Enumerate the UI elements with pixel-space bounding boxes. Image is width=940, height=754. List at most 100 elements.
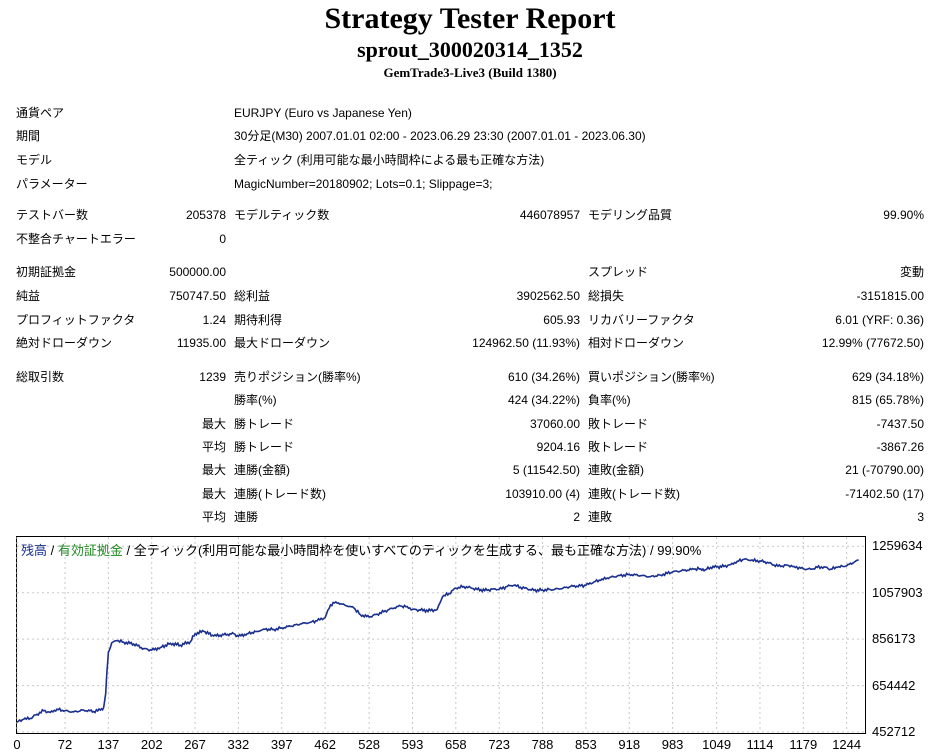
avg-loss-label: 敗トレード xyxy=(588,440,649,454)
expected-label: 期待利得 xyxy=(234,313,283,327)
x-tick-label: 462 xyxy=(314,737,336,752)
pf-value: 1.24 xyxy=(202,313,226,327)
max-cl-label: 連敗(金額) xyxy=(588,463,644,477)
legend-sep-2: / xyxy=(122,543,134,558)
max-closs-value: -71402.50 (17) xyxy=(845,487,924,501)
loss-value: 815 (65.78%) xyxy=(851,393,924,407)
ticks-label: モデルティック数 xyxy=(234,208,330,222)
net-value: 750747.50 xyxy=(169,289,226,303)
recovery-value: 6.01 (YRF: 0.36) xyxy=(835,313,924,327)
gross-profit-label: 総利益 xyxy=(234,289,271,303)
balance-line xyxy=(16,557,859,723)
expected-value: 605.93 xyxy=(543,313,580,327)
x-tick-label: 72 xyxy=(57,737,73,752)
pf-label: プロフィットファクタ xyxy=(16,313,136,327)
gross-profit-value: 3902562.50 xyxy=(516,289,580,303)
avg-cw-value: 2 xyxy=(573,510,580,524)
y-tick-label: 654442 xyxy=(872,677,916,693)
max-dd-label: 最大ドローダウン xyxy=(234,336,331,350)
x-tick-label: 1049 xyxy=(702,737,732,752)
gross-loss-value: -3151815.00 xyxy=(856,289,924,303)
avg-cl-value: 3 xyxy=(917,510,924,524)
params-label: パラメーター xyxy=(16,177,88,191)
short-label: 売りポジション(勝率%) xyxy=(234,370,361,384)
x-tick-label: 983 xyxy=(661,737,684,752)
y-tick-label: 1259634 xyxy=(872,538,923,554)
long-value: 629 (34.18%) xyxy=(851,370,924,384)
y-tick-label: 1057903 xyxy=(872,584,923,600)
chart-legend: 残高 / 有効証拠金 / 全ティック(利用可能な最小時間枠を使いすべてのティック… xyxy=(21,540,701,559)
max-cw-value: 5 (11542.50) xyxy=(512,463,580,477)
quality-label: モデリング品質 xyxy=(588,208,673,222)
rel-dd-label: 相対ドローダウン xyxy=(588,336,685,350)
rel-dd-value: 12.99% (77672.50) xyxy=(821,336,924,350)
legend-balance: 残高 xyxy=(21,543,48,558)
gross-loss-label: 総損失 xyxy=(588,289,625,303)
balance-chart-frame xyxy=(16,536,866,734)
loss-label: 負率(%) xyxy=(588,393,631,407)
avg-prefix-2: 平均 xyxy=(201,510,226,524)
x-tick-label: 332 xyxy=(227,737,250,752)
long-label: 買いポジション(勝率%) xyxy=(588,370,715,384)
spread-label: スプレッド xyxy=(588,265,649,279)
pair-value: EURJPY (Euro vs Japanese Yen) xyxy=(234,106,412,120)
x-tick-label: 1114 xyxy=(746,737,774,752)
x-tick-label: 0 xyxy=(13,737,21,752)
total-trades-value: 1239 xyxy=(199,370,226,384)
mismatch-label: 不整合チャートエラー xyxy=(16,232,136,246)
avg-win-value: 9204.16 xyxy=(536,440,580,454)
y-tick-label: 856173 xyxy=(872,631,916,647)
deposit-value: 500000.00 xyxy=(169,265,226,279)
max-prefix-1: 最大 xyxy=(201,417,226,431)
avg-cw-label: 連勝 xyxy=(234,510,259,524)
avg-prefix-1: 平均 xyxy=(201,440,226,454)
x-tick-label: 723 xyxy=(488,737,511,752)
x-tick-label: 658 xyxy=(444,737,467,752)
pair-label: 通貨ペア xyxy=(16,106,65,120)
largest-win-label: 勝トレード xyxy=(234,417,295,431)
largest-loss-label: 敗トレード xyxy=(588,417,649,431)
ticks-value: 446078957 xyxy=(519,208,580,222)
max-dd-value: 124962.50 (11.93%) xyxy=(472,336,580,350)
x-tick-label: 528 xyxy=(358,737,380,752)
largest-loss-value: -7437.50 xyxy=(876,417,924,431)
legend-sep-1: / xyxy=(47,543,58,558)
max-cl-value: 21 (-70790.00) xyxy=(845,463,924,477)
max-cp-label: 連勝(トレード数) xyxy=(234,487,326,501)
max-prefix-2: 最大 xyxy=(201,463,226,477)
bars-label: テストバー数 xyxy=(16,208,89,222)
x-tick-label: 593 xyxy=(401,737,424,752)
x-tick-label: 267 xyxy=(184,737,206,752)
x-tick-label: 137 xyxy=(97,737,120,752)
largest-win-value: 37060.00 xyxy=(529,417,580,431)
x-tick-label: 397 xyxy=(270,737,293,752)
net-label: 純益 xyxy=(16,289,41,303)
mismatch-value: 0 xyxy=(219,232,226,246)
x-tick-label: 202 xyxy=(140,737,163,752)
recovery-label: リカバリーファクタ xyxy=(588,313,695,327)
max-cp-value: 103910.00 (4) xyxy=(505,487,580,501)
abs-dd-value: 11935.00 xyxy=(176,336,226,350)
max-cw-label: 連勝(金額) xyxy=(234,463,290,477)
total-trades-label: 総取引数 xyxy=(16,370,65,384)
report-title: Strategy Tester Report xyxy=(324,2,616,35)
report-server: GemTrade3-Live3 (Build 1380) xyxy=(383,65,557,80)
avg-cl-label: 連敗 xyxy=(588,510,613,524)
avg-win-label: 勝トレード xyxy=(234,440,295,454)
deposit-label: 初期証拠金 xyxy=(16,265,77,279)
model-label: モデル xyxy=(16,153,53,167)
spread-value: 変動 xyxy=(899,265,924,279)
abs-dd-label: 絶対ドローダウン xyxy=(16,336,113,350)
x-tick-label: 1244 xyxy=(832,737,862,752)
max-closs-label: 連敗(トレード数) xyxy=(588,487,680,501)
x-tick-label: 918 xyxy=(618,737,641,752)
model-value: 全ティック (利用可能な最小時間枠による最も正確な方法) xyxy=(234,153,545,167)
short-value: 610 (34.26%) xyxy=(507,370,580,384)
bars-value: 205378 xyxy=(185,208,226,222)
legend-rest: 全ティック(利用可能な最小時間枠を使いすべてのティックを生成する、最も正確な方法… xyxy=(133,543,702,558)
period-label: 期間 xyxy=(16,129,41,143)
period-value: 30分足(M30) 2007.01.01 02:00 - 2023.06.29 … xyxy=(234,129,646,143)
x-tick-label: 1179 xyxy=(789,737,818,752)
y-tick-label: 452712 xyxy=(872,724,916,739)
